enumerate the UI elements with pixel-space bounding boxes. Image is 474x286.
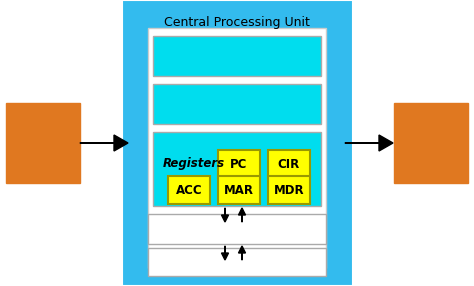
Text: Registers: Registers xyxy=(163,158,225,170)
FancyBboxPatch shape xyxy=(218,150,260,178)
Text: MAR: MAR xyxy=(224,184,254,196)
FancyArrow shape xyxy=(238,208,246,222)
FancyBboxPatch shape xyxy=(148,214,326,244)
FancyBboxPatch shape xyxy=(394,103,468,183)
Text: CIR: CIR xyxy=(278,158,300,170)
FancyArrow shape xyxy=(80,135,128,151)
FancyBboxPatch shape xyxy=(148,248,326,276)
FancyArrow shape xyxy=(238,246,246,260)
FancyBboxPatch shape xyxy=(153,132,321,206)
FancyBboxPatch shape xyxy=(153,36,321,76)
FancyArrow shape xyxy=(221,208,228,222)
FancyBboxPatch shape xyxy=(218,176,260,204)
FancyBboxPatch shape xyxy=(268,176,310,204)
Text: MDR: MDR xyxy=(273,184,304,196)
FancyBboxPatch shape xyxy=(268,150,310,178)
Text: PC: PC xyxy=(230,158,248,170)
FancyBboxPatch shape xyxy=(130,8,345,278)
FancyArrow shape xyxy=(345,135,393,151)
Text: Central Processing Unit: Central Processing Unit xyxy=(164,16,310,29)
FancyBboxPatch shape xyxy=(148,28,326,268)
FancyArrow shape xyxy=(221,246,228,260)
FancyBboxPatch shape xyxy=(168,176,210,204)
Text: ACC: ACC xyxy=(176,184,202,196)
FancyBboxPatch shape xyxy=(6,103,80,183)
FancyBboxPatch shape xyxy=(153,84,321,124)
